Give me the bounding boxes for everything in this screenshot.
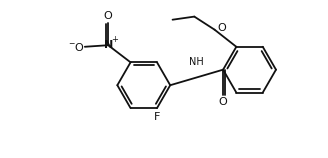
Text: +: +	[111, 35, 118, 44]
Text: O: O	[104, 11, 113, 21]
Text: O: O	[219, 97, 228, 107]
Text: F: F	[154, 112, 160, 122]
Text: NH: NH	[189, 58, 204, 67]
Text: $^{-}$O: $^{-}$O	[68, 41, 85, 53]
Text: N: N	[104, 40, 113, 50]
Text: O: O	[218, 23, 226, 33]
